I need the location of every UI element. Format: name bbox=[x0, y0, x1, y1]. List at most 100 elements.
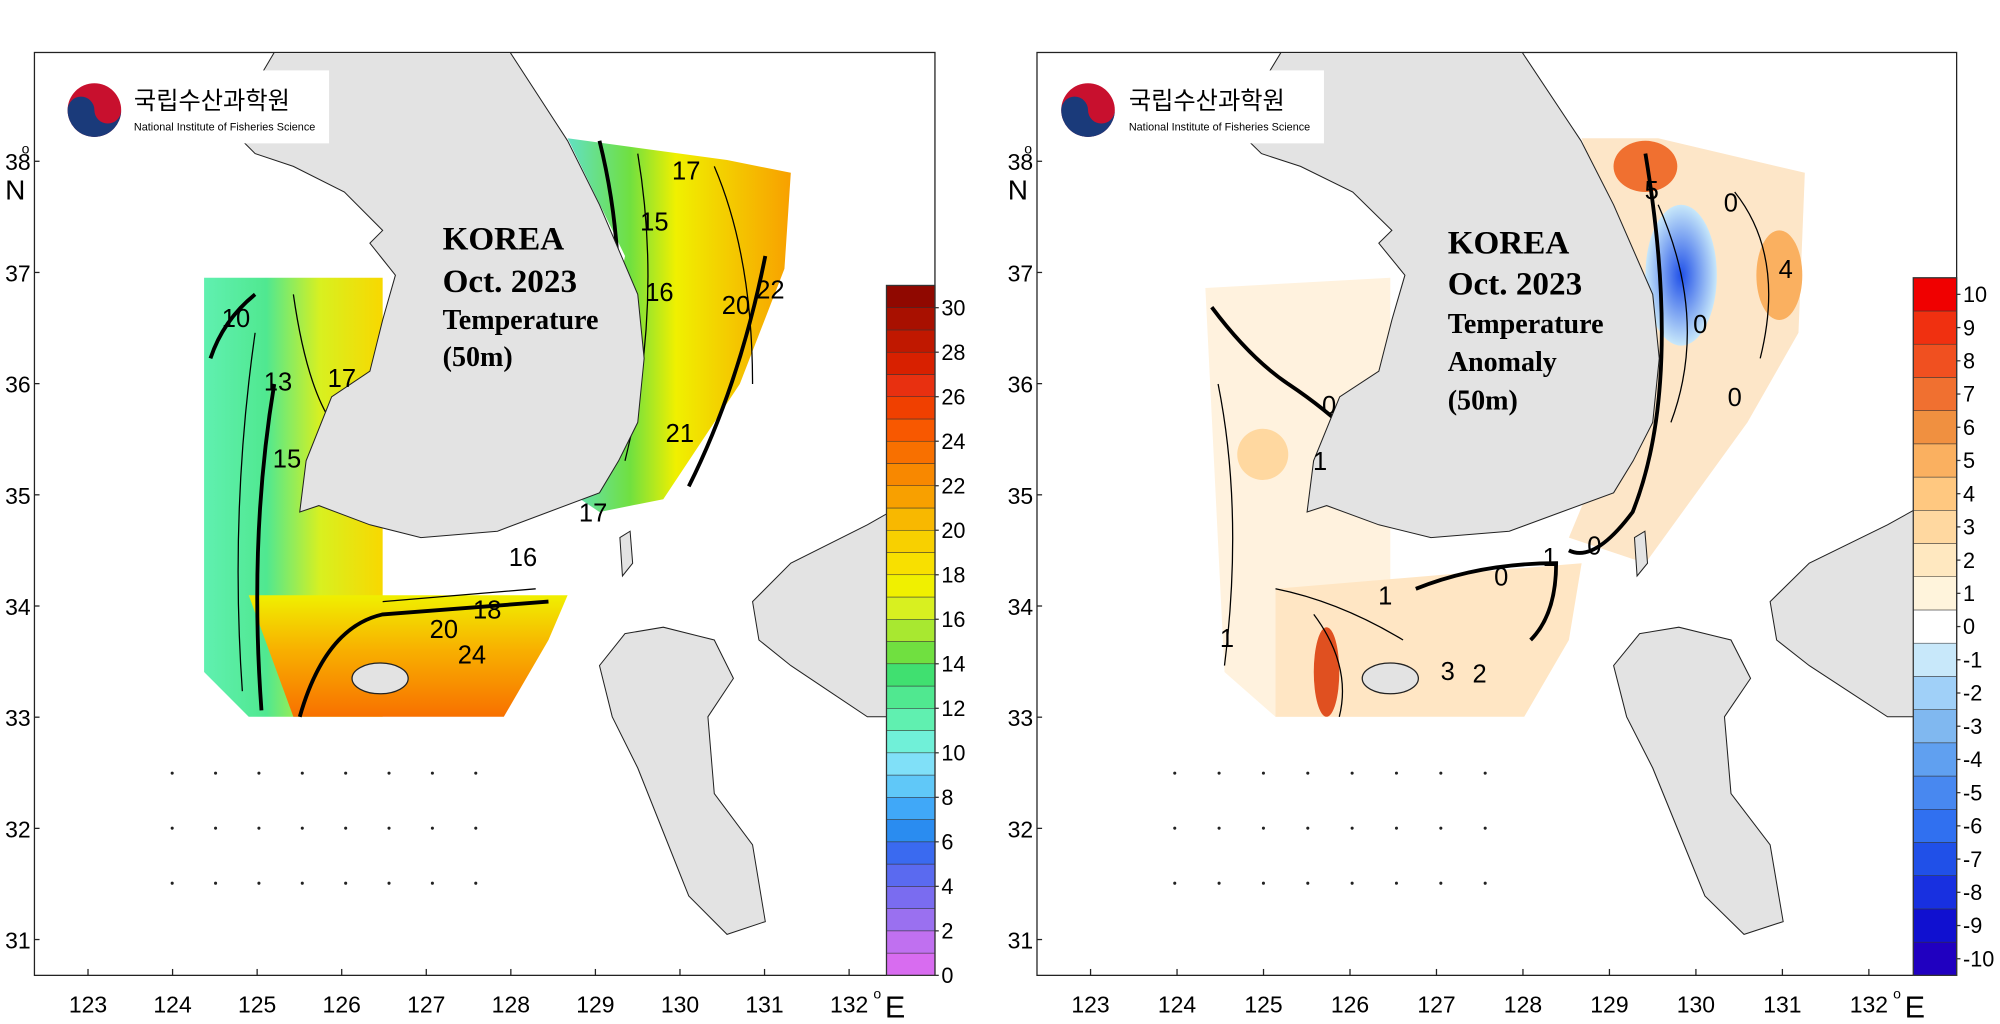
contour-label: 0 bbox=[1693, 311, 1707, 339]
station bbox=[344, 771, 348, 775]
colorbar-label: -3 bbox=[1963, 714, 1982, 739]
colorbar-band bbox=[1913, 343, 1957, 378]
colorbar-label: 4 bbox=[1963, 481, 1975, 506]
colorbar-band bbox=[1913, 941, 1957, 976]
station bbox=[344, 826, 348, 830]
colorbar-label: 20 bbox=[941, 518, 965, 543]
colorbar-label: 2 bbox=[941, 918, 953, 943]
colorbar-band bbox=[1913, 443, 1957, 478]
colorbar-band bbox=[1913, 510, 1957, 544]
lon-unit: E bbox=[1905, 991, 1925, 1024]
colorbar-band bbox=[1913, 410, 1957, 445]
lon-label: 123 bbox=[1071, 991, 1109, 1017]
colorbar-band bbox=[886, 774, 936, 798]
lon-label: 128 bbox=[1504, 991, 1542, 1017]
colorbar-label: 18 bbox=[941, 562, 965, 587]
station bbox=[1217, 826, 1221, 830]
lat-label: 35 bbox=[1008, 483, 1034, 509]
colorbar-label: -10 bbox=[1963, 946, 1994, 971]
contour-label: 1 bbox=[1378, 582, 1392, 610]
contour-label: 10 bbox=[222, 305, 250, 333]
colorbar-frame bbox=[885, 284, 936, 976]
contour-label: 16 bbox=[645, 279, 673, 307]
colorbar-band bbox=[886, 886, 936, 909]
colorbar-band bbox=[886, 952, 936, 976]
colorbar-band bbox=[1913, 775, 1957, 810]
colorbar-label: 2 bbox=[1963, 548, 1975, 573]
logo-english: National Institute of Fisheries Science bbox=[1129, 122, 1310, 134]
colorbar-band bbox=[886, 730, 936, 754]
lat-label: 37 bbox=[1008, 260, 1034, 286]
colorbar-label: 14 bbox=[941, 651, 965, 676]
station bbox=[170, 826, 174, 830]
lat-label: 38 bbox=[5, 149, 31, 175]
lon-label: 125 bbox=[1244, 991, 1282, 1017]
colorbar-band bbox=[1913, 842, 1957, 876]
colorbar-label: 4 bbox=[941, 874, 953, 899]
colorbar-band bbox=[1913, 377, 1957, 411]
logo-korean: 국립수산과학원 bbox=[1129, 88, 1285, 115]
station bbox=[1306, 771, 1310, 775]
station bbox=[1394, 881, 1399, 885]
lat-label: 36 bbox=[5, 372, 31, 398]
logo-english: National Institute of Fisheries Science bbox=[134, 122, 315, 134]
colorbar-band bbox=[886, 685, 936, 709]
station bbox=[387, 826, 391, 830]
colorbar-label: -6 bbox=[1963, 814, 1982, 839]
colorbar-label: 0 bbox=[1963, 614, 1975, 639]
lon-label: 123 bbox=[69, 991, 107, 1017]
contour-label: 21 bbox=[666, 420, 694, 448]
colorbar-label: 26 bbox=[941, 384, 965, 409]
map-title: Anomaly bbox=[1448, 347, 1557, 378]
colorbar-label: -1 bbox=[1963, 647, 1982, 672]
map-title: Oct. 2023 bbox=[1448, 265, 1582, 302]
station bbox=[344, 881, 348, 885]
station bbox=[1306, 881, 1310, 885]
colorbar-band bbox=[886, 463, 936, 486]
lon-unit: E bbox=[885, 991, 905, 1024]
contour-label: 24 bbox=[458, 641, 486, 669]
colorbar-band bbox=[886, 285, 936, 308]
colorbar-label: -2 bbox=[1963, 681, 1982, 706]
contour-label: 0 bbox=[1728, 384, 1742, 412]
map-title: Temperature bbox=[443, 305, 599, 336]
lat-label: 37 bbox=[5, 260, 31, 286]
lat-degree: o bbox=[22, 141, 30, 157]
station bbox=[430, 771, 434, 775]
station bbox=[1439, 771, 1443, 775]
station bbox=[1439, 826, 1443, 830]
contour-label: 0 bbox=[1494, 563, 1508, 591]
station bbox=[1173, 881, 1177, 885]
colorbar-label: 8 bbox=[941, 785, 953, 810]
colorbar-label: 24 bbox=[941, 429, 965, 454]
contour-label: 1 bbox=[1220, 625, 1234, 653]
colorbar-band bbox=[886, 596, 936, 620]
station bbox=[257, 771, 261, 775]
lat-degree: o bbox=[1024, 141, 1032, 157]
station bbox=[430, 826, 434, 830]
colorbar-band bbox=[886, 663, 936, 687]
colorbar-band bbox=[886, 418, 936, 442]
map-title: KOREA bbox=[443, 221, 565, 258]
station bbox=[300, 881, 304, 885]
logo-korean: 국립수산과학원 bbox=[134, 88, 290, 115]
colorbar-band bbox=[886, 574, 936, 598]
colorbar-label: 30 bbox=[941, 295, 965, 320]
colorbar-band bbox=[886, 797, 936, 820]
colorbar-band bbox=[1913, 642, 1957, 677]
station bbox=[1217, 771, 1221, 775]
colorbar-band bbox=[886, 307, 936, 331]
lat-label: 38 bbox=[1008, 149, 1034, 175]
right-panel: 국립수산과학원 National Institute of Fisheries … bbox=[1008, 51, 1994, 1024]
lat-label: 32 bbox=[1008, 816, 1034, 842]
lat-label: 35 bbox=[5, 483, 31, 509]
station bbox=[170, 771, 174, 775]
colorbar-label: 10 bbox=[941, 740, 965, 765]
colorbar-label: -7 bbox=[1963, 847, 1982, 872]
lat-unit: N bbox=[5, 175, 25, 206]
lat-label: 32 bbox=[5, 816, 31, 842]
map-title: KOREA bbox=[1448, 224, 1570, 261]
lon-label: 126 bbox=[1331, 991, 1369, 1017]
colorbar-band bbox=[886, 507, 936, 531]
contour-label: 4 bbox=[1779, 256, 1793, 284]
